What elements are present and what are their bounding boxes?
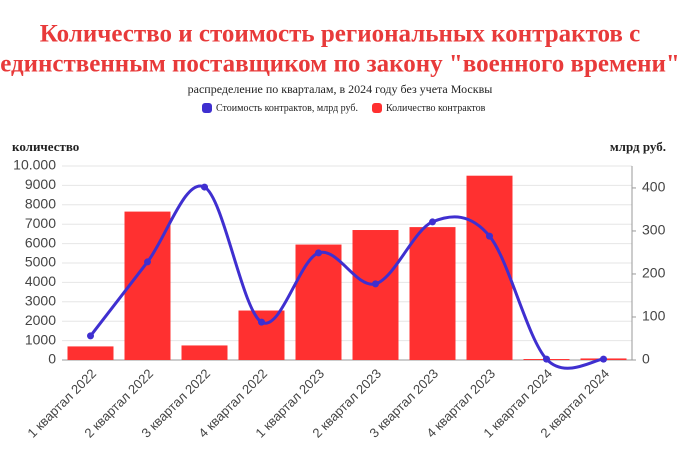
chart-title: Количество и стоимость региональных конт… (40, 21, 640, 48)
chart-title: единственным поставщиком по закону "воен… (0, 51, 680, 78)
line-point (429, 218, 436, 226)
y-tick-label: 0 (48, 351, 56, 367)
line-point (372, 280, 379, 288)
bar (295, 244, 342, 360)
y-tick-label: 6000 (25, 234, 56, 250)
y-tick-label: 9000 (25, 176, 56, 192)
line-point (87, 332, 94, 340)
y2-tick-label: 300 (642, 222, 666, 238)
bar (352, 230, 399, 360)
bar (67, 346, 114, 360)
line-point (543, 355, 550, 363)
chart-subtitle: распределение по кварталам, в 2024 году … (188, 82, 493, 96)
line-point (600, 355, 607, 363)
y2-axis-title: млрд руб. (610, 139, 666, 154)
y-axis-title: количество (12, 139, 79, 154)
bar (238, 310, 285, 360)
line-point (486, 232, 493, 240)
legend-label: Количество контрактов (386, 103, 486, 114)
y-tick-label: 3000 (25, 293, 56, 309)
line-point (258, 318, 265, 326)
legend-label: Стоимость контрактов, млрд руб. (216, 103, 358, 114)
line-point (201, 183, 208, 191)
y2-tick-label: 100 (642, 308, 666, 324)
y2-tick-label: 400 (642, 179, 666, 195)
legend-swatch (372, 103, 382, 113)
y2-tick-label: 0 (642, 351, 650, 367)
line-point (315, 249, 322, 257)
y-tick-label: 5000 (25, 254, 56, 270)
bar (181, 345, 228, 360)
line-point (144, 258, 151, 266)
bar (409, 227, 456, 360)
y2-tick-label: 200 (642, 265, 666, 281)
y-tick-label: 4000 (25, 273, 56, 289)
y-tick-label: 2000 (25, 312, 56, 328)
legend-swatch (202, 103, 212, 113)
y-tick-label: 8000 (25, 196, 56, 212)
line (89, 184, 604, 370)
y-tick-label: 1000 (25, 331, 56, 347)
y-tick-label: 10.000 (13, 157, 56, 173)
y-tick-label: 7000 (25, 215, 56, 231)
